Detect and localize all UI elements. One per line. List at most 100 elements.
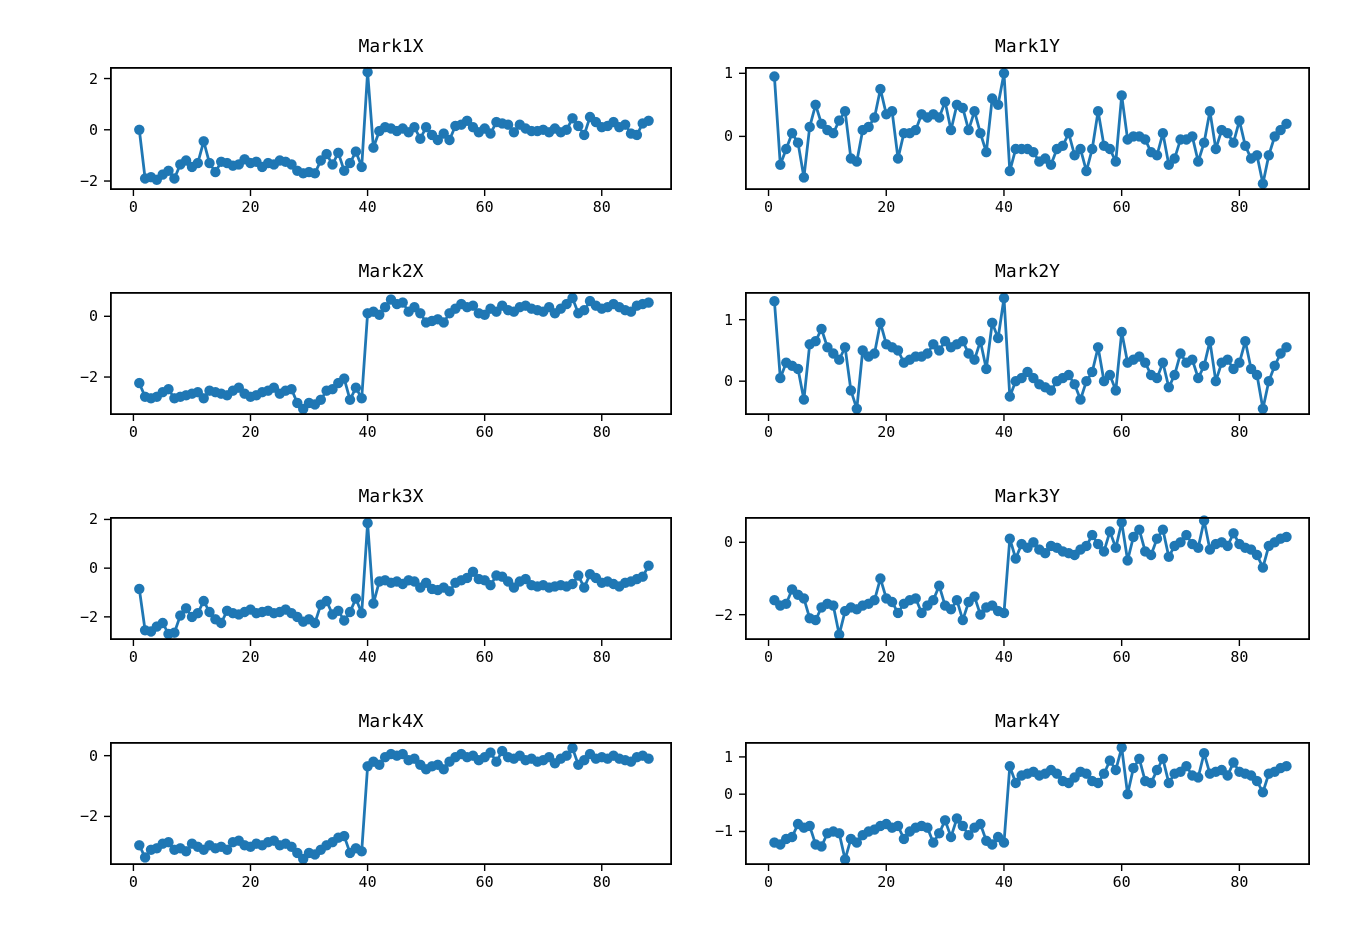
data-point-marker — [928, 595, 939, 606]
data-line — [773, 519, 1287, 636]
data-point-marker — [134, 840, 145, 851]
data-point-marker — [1004, 533, 1015, 544]
data-point-marker — [786, 831, 798, 843]
data-point-marker — [169, 173, 180, 184]
y-tick-label: 0 — [723, 372, 733, 391]
data-point-marker — [781, 598, 792, 609]
data-point-marker — [892, 345, 904, 356]
x-tick-label: 40 — [994, 873, 1013, 891]
chart-plot-area — [739, 66, 1311, 196]
data-point-marker — [1057, 140, 1068, 151]
data-point-marker — [810, 99, 821, 110]
data-point-marker — [1104, 755, 1116, 766]
subplot-mark4x: Mark4X 0 20 40 60 80 −2 0 — [80, 711, 673, 891]
axes-border — [109, 66, 673, 190]
chart-title: Mark1X — [358, 36, 424, 57]
data-point-marker — [315, 394, 326, 405]
data-point-marker — [804, 820, 815, 832]
data-point-marker — [851, 156, 862, 167]
data-point-marker — [863, 121, 874, 133]
data-point-marker — [922, 348, 933, 359]
data-point-marker — [892, 607, 904, 619]
data-point-marker — [910, 593, 921, 604]
data-point-marker — [180, 603, 192, 614]
data-point-marker — [643, 753, 654, 764]
data-point-marker — [769, 71, 780, 82]
data-point-marker — [1087, 143, 1098, 155]
data-point-marker — [798, 394, 810, 405]
data-point-marker — [916, 607, 927, 619]
data-point-marker — [1204, 106, 1216, 117]
data-point-marker — [1228, 528, 1239, 539]
data-point-marker — [875, 83, 886, 95]
data-point-marker — [1251, 150, 1263, 161]
data-point-marker — [286, 384, 297, 395]
data-point-marker — [869, 348, 880, 359]
data-point-marker — [134, 377, 145, 389]
x-tick-label: 0 — [128, 648, 138, 666]
data-point-marker — [1251, 369, 1263, 381]
data-point-marker — [1157, 357, 1169, 368]
data-point-marker — [945, 831, 957, 843]
data-point-marker — [981, 147, 992, 158]
x-tick-label: 0 — [128, 198, 138, 216]
subplot-mark1y: Mark1Y 0 20 40 60 80 0 1 — [724, 36, 1311, 216]
data-point-marker — [786, 128, 798, 139]
data-point-marker — [1257, 403, 1269, 414]
subplot-mark2x: Mark2X 0 20 40 60 80 −2 0 — [80, 261, 673, 441]
chart-plot-area — [104, 291, 673, 421]
data-point-marker — [362, 517, 373, 529]
x-tick-label: 80 — [592, 648, 611, 666]
data-point-marker — [567, 292, 578, 304]
chart-title: Mark4X — [358, 711, 424, 732]
data-point-marker — [1104, 369, 1116, 381]
data-point-marker — [339, 165, 350, 176]
data-point-marker — [169, 627, 180, 638]
data-point-marker — [1122, 789, 1133, 800]
data-point-marker — [1087, 529, 1098, 541]
data-point-marker — [1281, 342, 1292, 353]
data-point-marker — [1187, 131, 1198, 142]
data-point-marker — [1151, 764, 1163, 776]
data-point-marker — [573, 120, 584, 132]
data-point-marker — [1004, 165, 1015, 177]
y-tick-label: 1 — [723, 310, 733, 329]
data-point-marker — [1228, 137, 1239, 148]
data-point-marker — [1257, 787, 1269, 798]
x-tick-label: 40 — [358, 423, 377, 441]
data-point-marker — [163, 165, 174, 176]
data-point-marker — [957, 336, 968, 347]
data-point-marker — [210, 166, 221, 178]
x-tick-label: 80 — [1230, 198, 1249, 216]
data-point-marker — [798, 172, 810, 183]
data-point-marker — [839, 854, 851, 865]
subplot-mark4y: Mark4Y 0 20 40 60 80 −1 0 1 — [715, 711, 1311, 891]
data-point-marker — [1263, 150, 1274, 161]
data-point-marker — [1269, 360, 1280, 371]
data-point-marker — [1222, 354, 1233, 365]
data-point-marker — [998, 292, 1010, 304]
chart-plot-area — [739, 741, 1311, 871]
data-point-marker — [1151, 372, 1163, 384]
data-point-marker — [987, 317, 998, 328]
data-point-marker — [1175, 348, 1186, 359]
data-point-marker — [485, 747, 496, 758]
data-point-marker — [1098, 768, 1110, 779]
data-point-marker — [951, 595, 963, 606]
data-point-marker — [321, 595, 332, 607]
data-point-marker — [192, 608, 203, 619]
data-point-marker — [438, 317, 449, 328]
data-point-marker — [834, 354, 845, 365]
data-point-marker — [969, 354, 980, 365]
y-tick-label: 0 — [723, 785, 733, 804]
data-point-marker — [1004, 391, 1015, 402]
data-point-marker — [1092, 342, 1104, 353]
data-point-marker — [339, 830, 350, 842]
x-tick-label: 60 — [475, 198, 494, 216]
data-point-marker — [1134, 524, 1145, 535]
data-point-marker — [1257, 178, 1269, 189]
data-point-marker — [204, 157, 215, 169]
x-tick-label: 80 — [1230, 648, 1249, 666]
data-point-marker — [491, 756, 502, 767]
y-tick-label: −2 — [79, 607, 98, 626]
